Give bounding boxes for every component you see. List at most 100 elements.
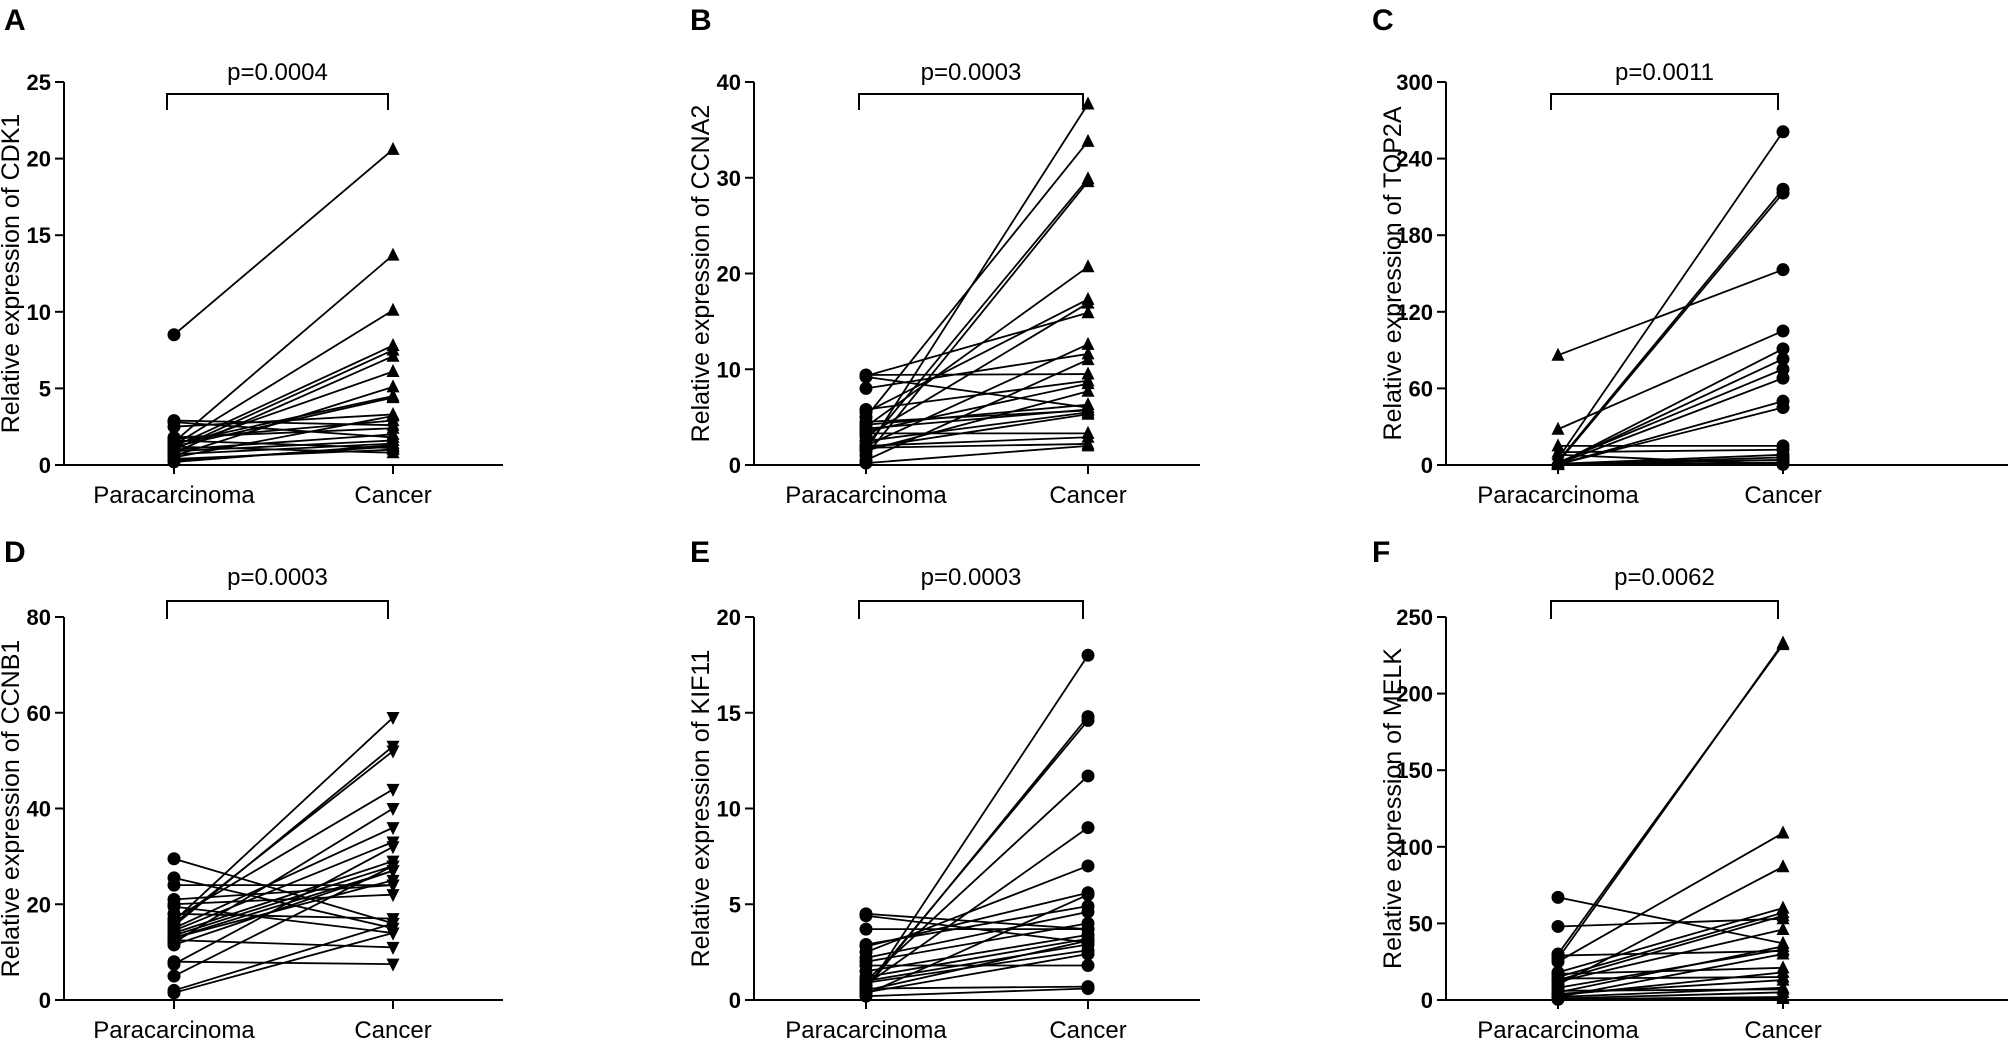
cancer-point: [1776, 972, 1790, 986]
paired-line: [173, 413, 394, 428]
cancer-point: [386, 841, 400, 855]
paracarcinoma-point: [1551, 421, 1565, 435]
paired-line: [173, 439, 394, 453]
paracarcinoma-point: [167, 938, 181, 952]
x-category-label: Paracarcinoma: [785, 1017, 947, 1042]
significance-bracket: [166, 93, 389, 110]
paracarcinoma-point: [167, 957, 181, 971]
cancer-point: [386, 803, 400, 816]
paired-line: [865, 373, 1089, 376]
significance-bracket: [1550, 600, 1779, 619]
paracarcinoma-point: [859, 456, 873, 470]
paired-line: [1557, 330, 1784, 431]
panel-letter: D: [4, 536, 26, 569]
cancer-point: [1081, 769, 1095, 783]
paired-line: [1557, 453, 1784, 466]
cancer-point: [1776, 990, 1790, 1004]
cancer-point: [1081, 133, 1095, 147]
cancer-point: [1081, 336, 1095, 350]
paired-line: [865, 266, 1089, 428]
significance-bracket: [1550, 93, 1779, 110]
paired-line: [173, 445, 394, 454]
cancer-point: [1081, 352, 1095, 366]
cancer-point: [1081, 888, 1095, 902]
cancer-point: [1081, 438, 1095, 452]
p-value-label: p=0.0003: [921, 59, 1022, 86]
paired-line: [173, 846, 394, 965]
x-category-label: Paracarcinoma: [1477, 1017, 1639, 1042]
paired-line: [1557, 991, 1784, 1000]
paired-line: [173, 439, 394, 450]
paired-line: [1557, 400, 1784, 466]
paired-line: [865, 411, 1089, 442]
y-tick-label: 5: [729, 892, 741, 917]
cancer-point: [386, 390, 400, 404]
paracarcinoma-point: [167, 455, 181, 469]
y-tick-label: 40: [27, 797, 51, 822]
paired-line: [1557, 458, 1784, 465]
paracarcinoma-point: [1551, 972, 1565, 986]
cancer-point: [386, 822, 400, 836]
cancer-point: [1081, 916, 1095, 930]
y-tick-label: 10: [717, 797, 741, 822]
paired-line: [173, 750, 394, 925]
cancer-point: [386, 783, 400, 797]
cancer-point: [1081, 947, 1095, 961]
paired-line: [173, 716, 394, 922]
paired-line: [1557, 832, 1784, 963]
p-value-label: p=0.0011: [1615, 59, 1714, 86]
paracarcinoma-point: [167, 878, 181, 892]
x-category-label: Cancer: [354, 482, 431, 509]
x-category-label: Cancer: [1049, 482, 1126, 509]
y-axis-label: Relative expression of CCNA2: [687, 105, 715, 443]
paracarcinoma-point: [1551, 347, 1565, 361]
paired-line: [1557, 377, 1784, 465]
paired-line: [173, 415, 394, 459]
paired-line: [1557, 953, 1784, 998]
paracarcinoma-point: [167, 969, 181, 983]
y-tick-label: 0: [39, 988, 51, 1013]
paired-line: [1557, 406, 1784, 466]
y-tick-label: 25: [27, 70, 51, 95]
cancer-point: [1081, 383, 1095, 397]
paired-line: [1557, 644, 1784, 955]
paired-line: [1557, 448, 1784, 454]
panel-letter: F: [1372, 536, 1390, 569]
paired-line: [865, 444, 1089, 464]
y-tick-label: 20: [27, 147, 51, 172]
paracarcinoma-point: [859, 402, 873, 416]
cancer-point: [1081, 402, 1095, 416]
paired-line: [865, 382, 1089, 433]
paired-line: [865, 376, 1089, 409]
paired-line: [173, 869, 394, 939]
paired-line: [173, 865, 394, 977]
panel-c: C 0 60 120 180 240 300 Paracarcinoma Cancer Relat…: [1372, 4, 2008, 509]
paired-line: [173, 309, 394, 446]
cancer-point: [386, 889, 400, 903]
paracarcinoma-point: [859, 922, 873, 936]
paracarcinoma-point: [1551, 949, 1565, 963]
y-tick-label: 0: [729, 453, 741, 478]
x-category-label: Paracarcinoma: [785, 482, 947, 509]
paired-line: [173, 939, 394, 949]
paracarcinoma-point: [859, 426, 873, 440]
cancer-point: [386, 927, 400, 941]
paired-line: [865, 181, 1089, 456]
paired-line: [865, 912, 1089, 931]
paired-line: [173, 344, 394, 448]
paired-line: [865, 654, 1089, 991]
y-tick-label: 0: [1421, 453, 1433, 478]
paired-line: [1557, 896, 1784, 945]
cancer-point: [1776, 263, 1790, 277]
y-tick-label: 100: [1396, 835, 1433, 860]
paired-line: [173, 807, 394, 944]
paired-line: [865, 443, 1089, 449]
paired-line: [173, 869, 394, 946]
paired-line: [173, 148, 394, 336]
panel-d: D 0 20 40 60 80 Paracarcinoma Cancer Relative ex…: [0, 536, 503, 1042]
cancer-point: [1081, 648, 1095, 662]
cancer-point: [386, 141, 400, 155]
paracarcinoma-point: [1551, 987, 1565, 1001]
cancer-point: [1081, 174, 1095, 188]
x-category-label: Paracarcinoma: [93, 1017, 255, 1042]
